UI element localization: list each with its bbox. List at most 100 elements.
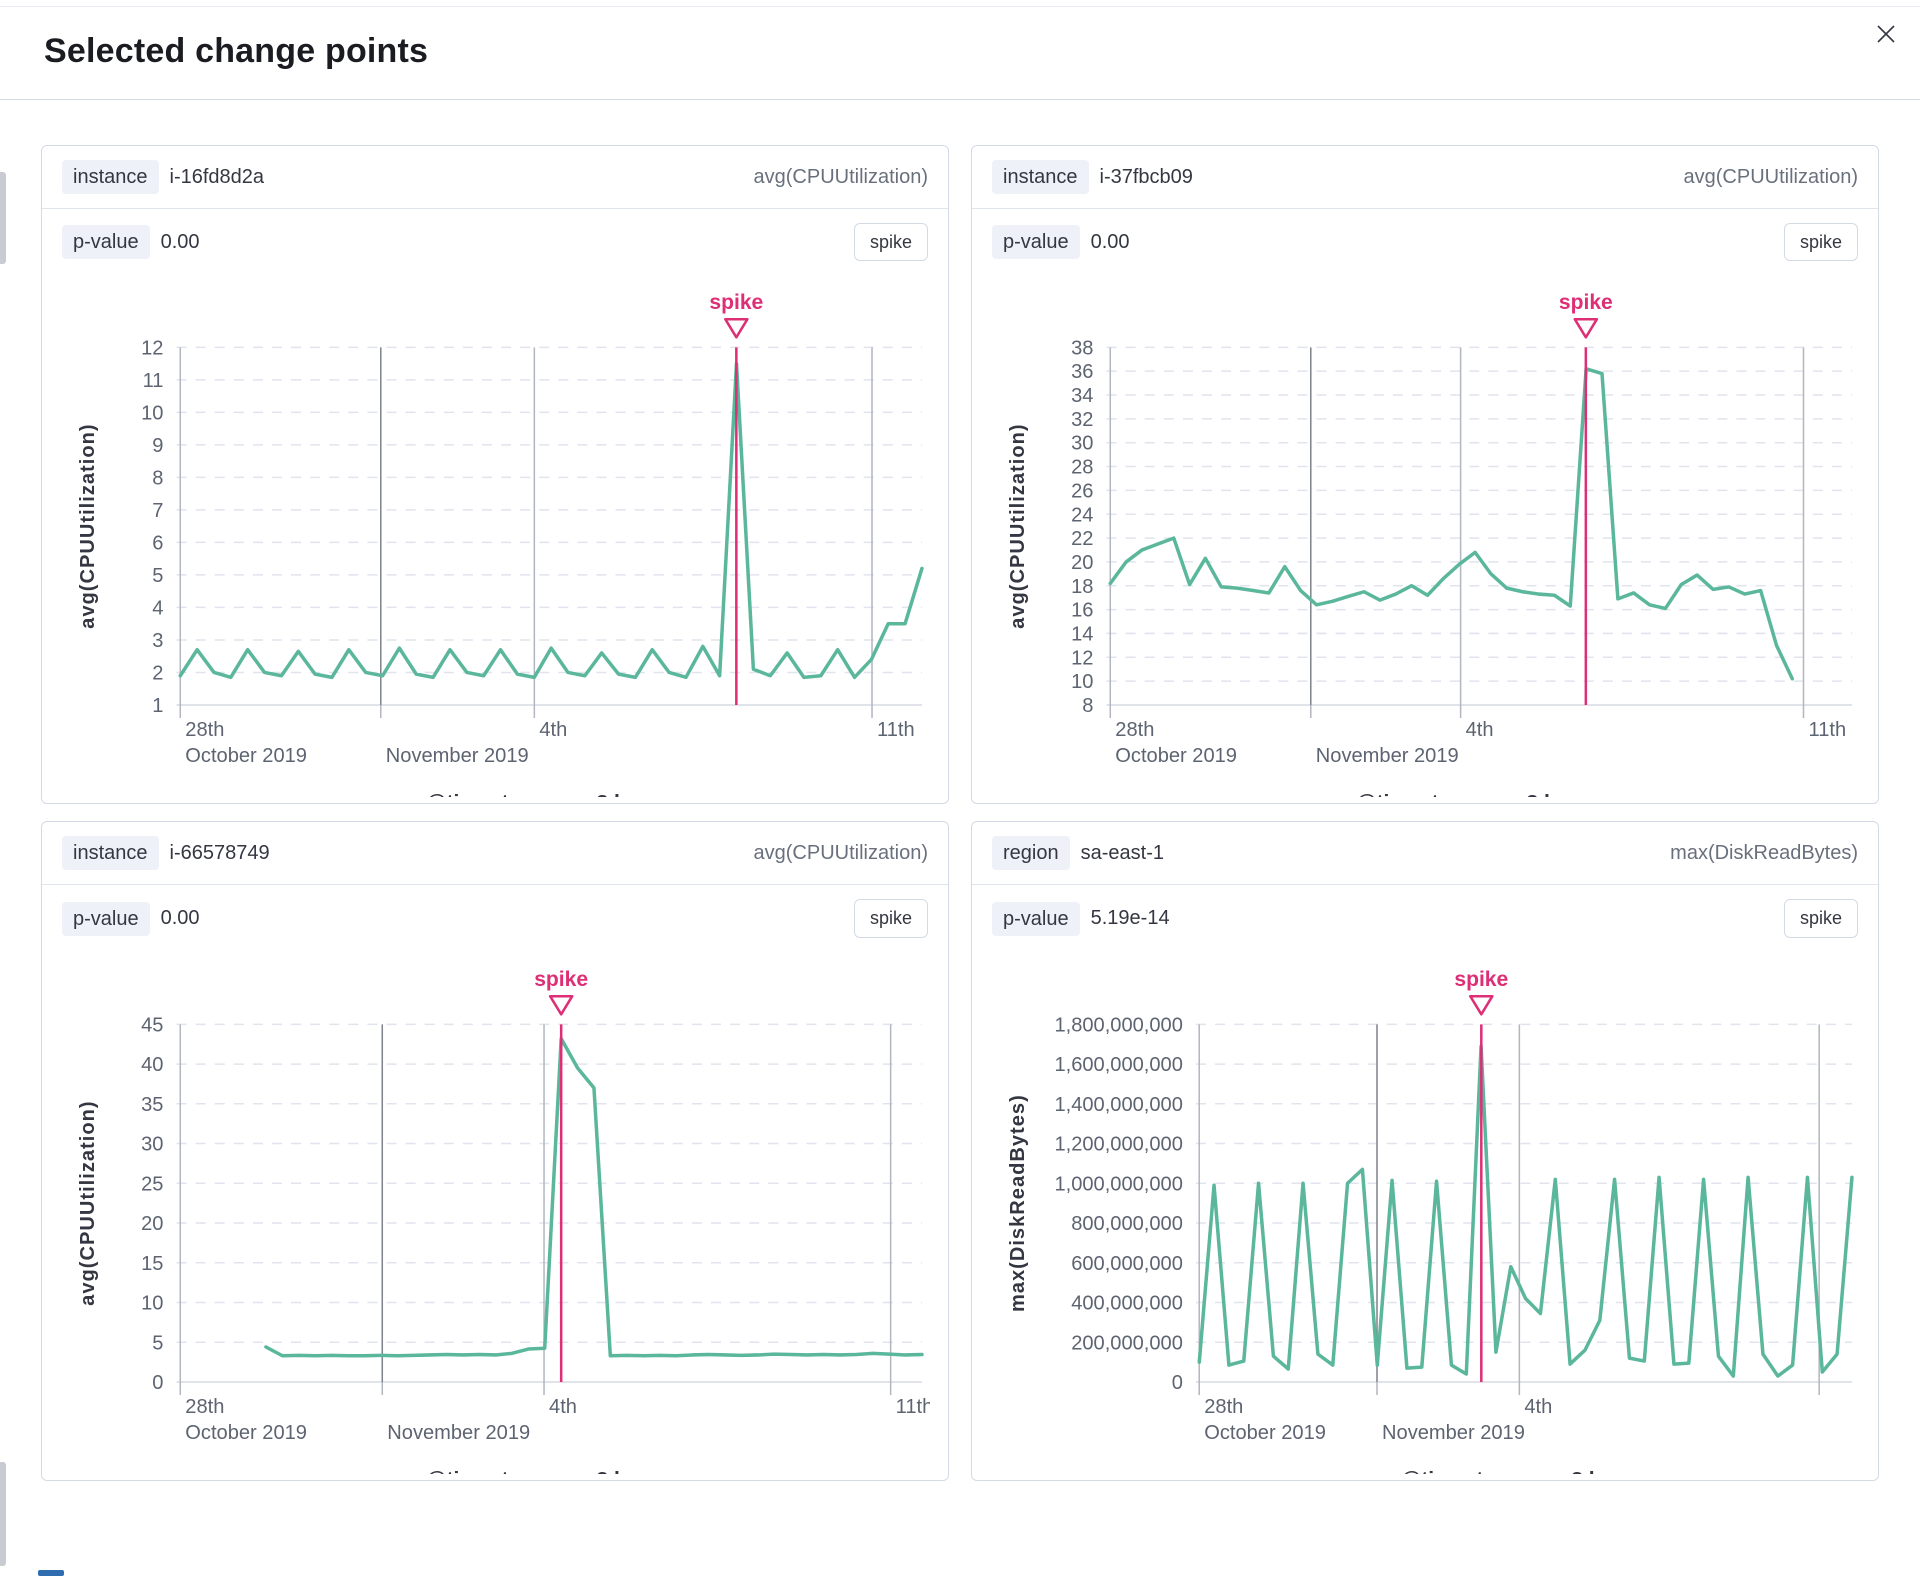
metric-label: avg(CPUUtilization) [753,841,929,864]
change-point-panel-3: instance i-66578749 avg(CPUUtilization) … [41,821,949,1481]
change-points-grid: instance i-16fd8d2a avg(CPUUtilization) … [0,100,1920,1481]
svg-text:25: 25 [141,1173,163,1195]
chart-container: 0 200,000,000 400,000,000 600,000,000 800,00… [972,952,1878,1480]
field-value: sa-east-1 [1080,841,1164,864]
change-point-panel-4: region sa-east-1 max(DiskReadBytes) p-va… [971,821,1879,1481]
change-type-button[interactable]: spike [853,899,928,938]
svg-text:10: 10 [141,1292,163,1314]
svg-text:spike: spike [1454,968,1508,991]
svg-text:28th: 28th [1115,719,1154,741]
svg-text:28th: 28th [1204,1396,1243,1418]
svg-text:15: 15 [141,1252,163,1274]
svg-text:45: 45 [141,1014,163,1036]
svg-text:5: 5 [152,1332,163,1354]
svg-text:max(DiskReadBytes): max(DiskReadBytes) [1007,1094,1029,1312]
svg-text:6: 6 [152,533,163,555]
svg-text:600,000,000: 600,000,000 [1071,1252,1183,1274]
svg-text:October 2019: October 2019 [185,745,307,767]
svg-text:0: 0 [1172,1372,1183,1394]
svg-text:9: 9 [152,435,163,457]
chart-container: 1 2 3 4 5 6 7 8 9 10 11 12 28th October 2019 November … [42,275,948,803]
svg-text:spike: spike [1559,291,1613,314]
field-badge: instance [992,160,1089,194]
svg-text:1,600,000,000: 1,600,000,000 [1054,1054,1182,1076]
svg-text:14: 14 [1071,624,1093,646]
svg-text:12: 12 [141,337,163,359]
svg-text:spike: spike [709,291,763,314]
svg-text:400,000,000: 400,000,000 [1071,1292,1183,1314]
close-icon [1877,25,1895,43]
modal-header: Selected change points [0,0,1920,100]
field-value: i-16fd8d2a [169,165,265,188]
modal-top-edge [0,6,1920,7]
chart-svg[interactable]: 0 5 10 15 20 25 30 35 40 45 28th October 2019 Novemb… [60,952,930,1474]
p-value-badge: p-value [62,225,150,260]
svg-text:10: 10 [1071,671,1093,693]
svg-text:3: 3 [152,630,163,652]
svg-text:@timestamp per 8 hours: @timestamp per 8 hours [426,1468,673,1474]
svg-text:18: 18 [1071,576,1093,598]
svg-text:12: 12 [1071,647,1093,669]
svg-text:1,800,000,000: 1,800,000,000 [1054,1014,1182,1036]
svg-text:11: 11 [143,370,164,392]
svg-text:28th: 28th [185,719,224,741]
svg-text:2: 2 [152,663,163,685]
svg-text:28: 28 [1071,457,1093,479]
field-badge: region [992,836,1070,871]
change-type-button[interactable]: spike [1783,223,1858,262]
svg-text:avg(CPUUtilization): avg(CPUUtilization) [77,1100,99,1305]
svg-text:October 2019: October 2019 [1204,1422,1326,1444]
svg-text:800,000,000: 800,000,000 [1071,1213,1183,1235]
svg-text:4th: 4th [549,1396,577,1418]
svg-text:34: 34 [1071,385,1093,407]
change-point-panel-2: instance i-37fbcb09 avg(CPUUtilization) … [971,145,1879,805]
svg-text:35: 35 [141,1093,163,1115]
svg-text:November 2019: November 2019 [1382,1422,1525,1444]
close-button[interactable] [1870,18,1902,50]
p-value-badge: p-value [992,901,1080,936]
svg-text:4th: 4th [539,719,567,741]
change-type-button[interactable]: spike [1783,899,1858,938]
field-badge: instance [62,836,159,871]
svg-text:November 2019: November 2019 [1316,745,1459,767]
p-value: 5.19e-14 [1090,907,1170,930]
svg-text:11th: 11th [896,1396,930,1418]
svg-text:36: 36 [1071,361,1093,383]
svg-text:October 2019: October 2019 [1115,745,1237,767]
svg-text:200,000,000: 200,000,000 [1071,1332,1183,1354]
metric-label: avg(CPUUtilization) [1683,165,1859,188]
chart-container: 0 5 10 15 20 25 30 35 40 45 28th October 2019 Novemb… [42,952,948,1480]
p-value: 0.00 [160,230,200,253]
svg-text:38: 38 [1071,337,1093,359]
chart-svg[interactable]: 0 200,000,000 400,000,000 600,000,000 800,00… [990,952,1860,1474]
svg-text:20: 20 [141,1213,163,1235]
field-value: i-66578749 [169,841,270,864]
svg-text:20: 20 [1071,552,1093,574]
svg-text:spike: spike [534,968,588,991]
svg-text:22: 22 [1071,528,1093,550]
svg-text:1,200,000,000: 1,200,000,000 [1054,1133,1182,1155]
change-type-button[interactable]: spike [853,223,928,262]
p-value-badge: p-value [62,901,150,936]
svg-text:11th: 11th [1809,719,1847,741]
svg-text:1,000,000,000: 1,000,000,000 [1054,1173,1182,1195]
field-value: i-37fbcb09 [1099,165,1193,188]
svg-text:1,400,000,000: 1,400,000,000 [1054,1093,1182,1115]
svg-text:avg(CPUUtilization): avg(CPUUtilization) [77,424,99,629]
svg-text:40: 40 [141,1054,163,1076]
svg-text:October 2019: October 2019 [185,1422,307,1444]
svg-text:@timestamp per 8 hours: @timestamp per 8 hours [1401,1468,1648,1474]
svg-text:30: 30 [141,1133,163,1155]
background-artifact [0,172,6,264]
svg-text:16: 16 [1071,600,1093,622]
change-point-panel-1: instance i-16fd8d2a avg(CPUUtilization) … [41,145,949,805]
metric-label: avg(CPUUtilization) [753,165,929,188]
svg-text:avg(CPUUtilization): avg(CPUUtilization) [1007,424,1029,629]
svg-text:28th: 28th [185,1396,224,1418]
svg-text:10: 10 [141,402,163,424]
svg-text:4: 4 [152,598,163,620]
background-artifact [0,1462,6,1566]
svg-text:November 2019: November 2019 [386,745,529,767]
